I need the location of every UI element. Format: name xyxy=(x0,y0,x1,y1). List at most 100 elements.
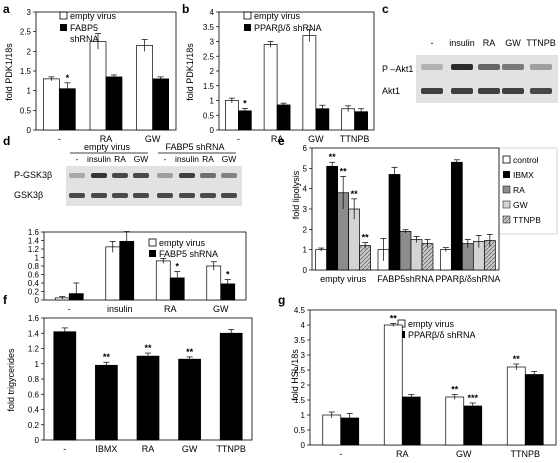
blot-row-label: Akt1 xyxy=(382,86,400,96)
y-tick-label: 0.8 xyxy=(28,262,40,271)
blot-band xyxy=(530,64,552,70)
y-tick-label: 1.6 xyxy=(28,228,40,237)
blot-row-label: P –Akt1 xyxy=(382,64,413,74)
bar-empty-virus xyxy=(383,324,403,446)
legend-label: shRNA xyxy=(70,34,99,44)
y-tick-label: 4 xyxy=(303,185,308,194)
bar-empty-virus xyxy=(506,366,526,446)
y-tick-label: 0.6 xyxy=(28,271,40,280)
bar-ppar-shrna xyxy=(401,396,421,446)
bar-empty-virus xyxy=(155,260,171,301)
y-tick-label: 0.5 xyxy=(294,426,306,435)
legend-label: control xyxy=(513,155,539,165)
x-tick-label: GW xyxy=(308,134,324,144)
y-tick-label: 0 xyxy=(303,266,308,275)
legend-label: GW xyxy=(513,200,528,210)
blot-band xyxy=(451,88,473,94)
y-tick-label: 1 xyxy=(303,246,308,255)
blot-lane-label: RA xyxy=(114,154,126,164)
panel-letter-a: a xyxy=(3,2,10,16)
blot-band xyxy=(91,173,107,178)
blot-lane-label: RA xyxy=(483,38,496,48)
y-tick-label: 0.4 xyxy=(28,279,40,288)
y-tick-label: 0.2 xyxy=(28,288,40,297)
significance-mark: *** xyxy=(467,393,478,403)
legend-label: empty virus xyxy=(408,319,455,329)
y-tick-label: 0.6 xyxy=(28,390,40,399)
x-tick-label: TTNPB xyxy=(216,444,246,454)
y-tick-label: 0 xyxy=(35,296,40,305)
legend-label: PPARβ/δ shRNA xyxy=(408,330,476,340)
y-tick-label: 4 xyxy=(301,321,306,330)
bar-value xyxy=(219,332,243,441)
blot-band xyxy=(112,193,128,198)
bar-value xyxy=(178,358,201,441)
blot-band xyxy=(221,173,237,178)
blot-band xyxy=(421,88,443,94)
bar-ppar-shrna xyxy=(238,110,252,131)
bar-ibmx xyxy=(450,161,463,271)
blot-band xyxy=(69,193,85,198)
blot-band xyxy=(179,193,195,198)
bar-empty-virus xyxy=(445,396,465,446)
y-tick-label: 3 xyxy=(27,8,32,17)
blot-band xyxy=(69,173,85,178)
chart-g: 00.511.522.533.544.5- RA GW TTNPB********* xyxy=(294,306,557,459)
blot-row-label: GSK3β xyxy=(14,190,43,200)
y-tick-label: 1.6 xyxy=(28,314,40,323)
bar-empty-virus xyxy=(89,41,107,131)
x-tick-label: GW xyxy=(456,449,472,458)
x-tick-label: - xyxy=(58,134,61,144)
significance-mark: ** xyxy=(186,347,194,357)
bar-ibmx xyxy=(388,174,401,271)
bar-ppar-shrna xyxy=(524,374,544,446)
y-tick-label: 3.5 xyxy=(203,23,215,32)
legend-swatch-gw xyxy=(502,200,511,209)
x-tick-label: insulin xyxy=(107,304,133,314)
x-tick-label: TTNPB xyxy=(510,449,540,458)
x-tick-label: - xyxy=(237,134,240,144)
bar-empty-virus xyxy=(136,45,154,131)
y-tick-label: 1 xyxy=(35,360,40,369)
y-tick-label: 1 xyxy=(210,97,215,106)
significance-mark: ** xyxy=(103,352,111,362)
legend-swatch-ppar-shrna xyxy=(244,24,251,31)
y-tick-label: 1 xyxy=(27,87,32,96)
legend-d: empty virus FABP5 shRNA xyxy=(148,238,218,259)
significance-mark: ** xyxy=(351,189,359,199)
panel-letter-f: f xyxy=(3,293,8,307)
y-tick-label: 2 xyxy=(210,67,215,76)
blot-lane-label: insulin xyxy=(87,154,111,164)
x-tick-label: GW xyxy=(213,304,229,314)
significance-mark: ** xyxy=(362,233,370,243)
bar-empty-virus xyxy=(42,78,60,131)
x-tick-label: - xyxy=(339,449,342,458)
bar-empty-virus xyxy=(302,35,317,131)
legend-swatch-empty-virus xyxy=(243,11,252,20)
bar-control xyxy=(315,249,328,271)
significance-mark: ** xyxy=(329,152,337,162)
y-tick-label: 0 xyxy=(27,126,32,135)
y-tick-label: 0.2 xyxy=(28,421,40,430)
y-tick-label: 2 xyxy=(301,381,306,390)
y-tick-label: 6 xyxy=(303,144,308,153)
bar-ibmx xyxy=(326,165,339,271)
blot-row-label: P-GSK3β xyxy=(14,170,52,180)
blot-band xyxy=(221,193,237,198)
y-tick-label: 2 xyxy=(27,47,32,56)
bar-ppar-shrna xyxy=(463,405,483,446)
y-tick-label: 0.5 xyxy=(20,106,32,115)
bar-empty-virus xyxy=(206,265,222,301)
y-tick-label: 0 xyxy=(35,436,40,445)
legend-swatch-ttnpb xyxy=(502,215,511,224)
bar-ttnpb xyxy=(359,245,372,271)
legend-label: PPARβ/δ shRNA xyxy=(254,23,322,33)
blot-lane-label: - xyxy=(431,38,434,48)
blot-lane-label: GW xyxy=(222,154,237,164)
y-tick-label: 1.5 xyxy=(203,82,215,91)
significance-mark: ** xyxy=(513,354,521,364)
panel-letter-d: d xyxy=(3,134,10,148)
y-tick-label: 5 xyxy=(303,164,308,173)
x-tick-label: RA xyxy=(396,449,409,458)
legend-e: control IBMX RA GW TTNPB xyxy=(498,147,558,235)
